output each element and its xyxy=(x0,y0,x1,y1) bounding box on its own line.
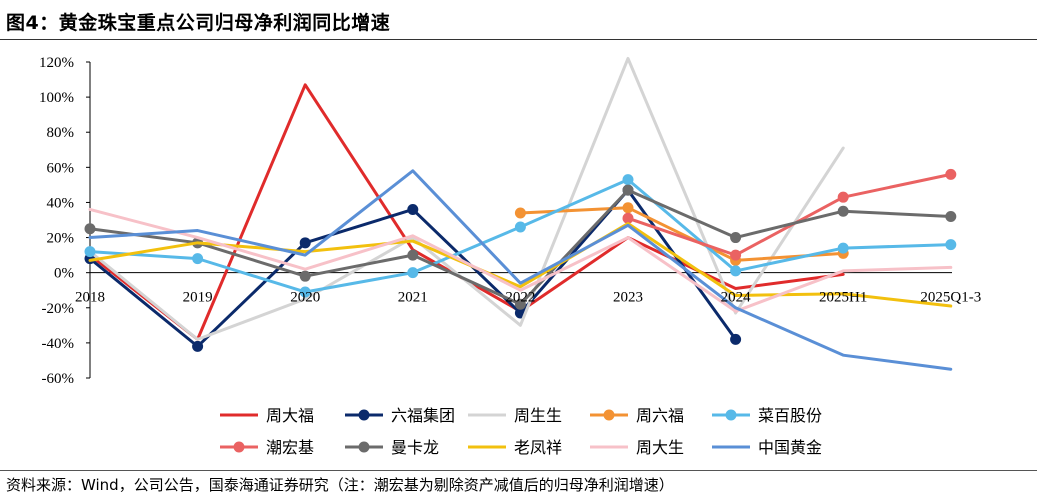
data-point xyxy=(299,237,311,249)
x-tick-label: 2025H1 xyxy=(819,290,867,306)
x-tick-label: 2023 xyxy=(613,290,643,306)
data-point xyxy=(730,249,742,261)
series-line xyxy=(626,172,953,257)
source-rule xyxy=(0,470,1037,471)
source-note: 资料来源：Wind，公司公告，国泰海通证券研究（注：潮宏基为剔除资产减值后的归母… xyxy=(6,476,674,494)
y-tick-label: 100% xyxy=(39,90,74,106)
y-tick-label: -40% xyxy=(42,336,75,352)
data-point xyxy=(192,253,204,265)
data-point xyxy=(514,221,526,233)
y-tick-label: 120% xyxy=(39,55,74,71)
legend-marker xyxy=(358,441,370,453)
y-tick-label: 80% xyxy=(47,125,75,141)
data-point xyxy=(514,207,526,219)
data-point xyxy=(299,286,311,298)
y-tick-label: 60% xyxy=(47,160,75,176)
data-point xyxy=(837,242,849,254)
data-point xyxy=(299,270,311,282)
series-潮宏基 xyxy=(622,168,957,261)
legend-item: 中国黄金 xyxy=(712,438,822,457)
legend-label: 中国黄金 xyxy=(758,438,822,457)
series-line xyxy=(88,169,953,371)
legend-label: 潮宏基 xyxy=(266,438,314,457)
legend-item: 曼卡龙 xyxy=(345,438,439,457)
figure-title: 图4：黄金珠宝重点公司归母净利润同比增速 xyxy=(6,12,391,34)
legend-label: 老凤祥 xyxy=(514,438,562,457)
data-point xyxy=(622,212,634,224)
legend-label: 周生生 xyxy=(514,406,562,425)
data-point xyxy=(192,340,204,352)
legend-item: 六福集团 xyxy=(345,406,455,425)
y-tick-label: -20% xyxy=(42,301,75,317)
legend-marker xyxy=(725,409,737,421)
x-tick-label: 2019 xyxy=(183,290,213,306)
series-周生生 xyxy=(88,56,845,341)
legend-marker xyxy=(233,441,245,453)
data-point xyxy=(730,265,742,277)
data-point xyxy=(407,249,419,261)
data-point xyxy=(84,223,96,235)
chart-axes: -60% -40% -20% 0% 20% 40% 60% 80% 100% 120% xyxy=(39,55,952,387)
x-tick-label: 2022 xyxy=(505,290,535,306)
legend-label: 周六福 xyxy=(636,406,684,425)
series-line xyxy=(88,56,845,341)
y-tick-label: 40% xyxy=(47,195,75,211)
data-point xyxy=(622,184,634,196)
data-point xyxy=(945,239,957,251)
y-tick-label: 0% xyxy=(54,266,74,282)
data-point xyxy=(514,298,526,310)
legend-label: 六福集团 xyxy=(391,406,455,425)
data-point xyxy=(407,267,419,279)
chart-lines xyxy=(84,56,957,371)
data-point xyxy=(84,246,96,258)
legend-label: 周大生 xyxy=(636,438,684,457)
x-tick-label: 2025Q1-3 xyxy=(920,290,981,306)
legend-item: 周六福 xyxy=(590,406,684,425)
x-tick-label: 2020 xyxy=(290,290,320,306)
series-菜百股份 xyxy=(84,174,957,298)
data-point xyxy=(837,191,849,203)
y-tick-label: 20% xyxy=(47,231,75,247)
legend-marker xyxy=(603,409,615,421)
data-point xyxy=(730,333,742,345)
series-line xyxy=(88,207,953,313)
legend-item: 周大生 xyxy=(590,438,684,457)
series-line xyxy=(518,206,845,262)
data-point xyxy=(945,210,957,222)
data-point xyxy=(622,174,634,186)
x-tick-label: 2018 xyxy=(75,290,105,306)
x-tick-label: 2021 xyxy=(398,290,428,306)
data-point xyxy=(837,205,849,217)
legend-item: 菜百股份 xyxy=(712,406,822,425)
line-chart: -60% -40% -20% 0% 20% 40% 60% 80% 100% 120% 周大福 六福… xyxy=(39,55,981,457)
legend-item: 老凤祥 xyxy=(468,438,562,457)
legend-label: 曼卡龙 xyxy=(391,438,439,457)
series-周大生 xyxy=(88,207,953,313)
data-point xyxy=(730,232,742,244)
x-tick-label: 2024 xyxy=(721,290,752,306)
legend-label: 周大福 xyxy=(266,406,314,425)
data-point xyxy=(622,202,634,214)
title-rule xyxy=(0,39,1037,40)
series-line xyxy=(88,222,953,308)
data-point xyxy=(407,203,419,215)
legend-label: 菜百股份 xyxy=(758,406,822,425)
legend-item: 潮宏基 xyxy=(220,438,314,457)
legend-item: 周大福 xyxy=(220,406,314,425)
legend-item: 周生生 xyxy=(468,406,562,425)
data-point xyxy=(945,168,957,180)
series-老凤祥 xyxy=(88,222,953,308)
legend-marker xyxy=(358,409,370,421)
y-tick-label: -60% xyxy=(42,371,75,387)
series-中国黄金 xyxy=(88,169,953,371)
